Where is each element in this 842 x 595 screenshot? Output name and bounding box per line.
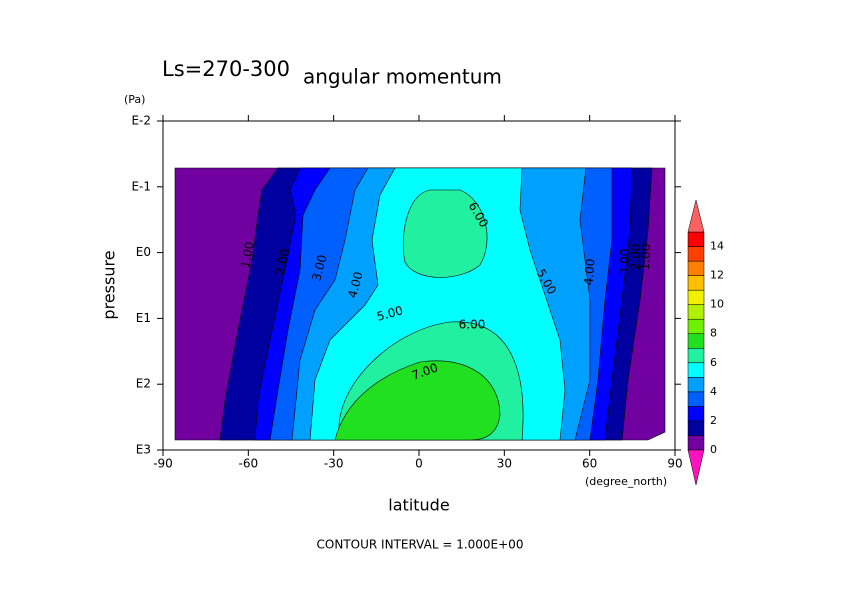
contour-label: 2.00 [273,247,292,276]
contour-fills [174,167,666,441]
colorbar-tick-label: 12 [710,269,724,282]
colorbar-box [687,435,705,451]
colorbar-box [687,333,705,349]
colorbar-box [687,420,705,436]
colorbar-tick-label: 4 [710,385,717,398]
contour-label: 4.00 [345,270,365,299]
colorbar-box [687,391,705,407]
colorbar-box [687,348,705,364]
y-tick-label: E1 [136,311,151,325]
y-tick-label: E0 [136,245,151,259]
subtitle: Ls=270-300 [162,57,290,81]
footer: CONTOUR INTERVAL = 1.000E+00 [317,538,524,552]
x-tick-label: 0 [415,457,423,471]
colorbar-under [687,449,705,486]
x-tick-label: 90 [667,457,682,471]
contour-label: 3.00 [309,253,329,282]
y-tick-label: E2 [136,377,151,391]
y-tick-label: E3 [136,443,151,457]
colorbar-box [687,260,705,276]
colorbar-box [687,406,705,422]
y-axis-label: pressure [100,250,119,319]
contour-label: 2.00 [628,243,643,270]
colorbar-tick-label: 10 [710,298,724,311]
colorbar-tick-label: 8 [710,327,717,340]
contour-label: 3.00 [617,248,632,275]
colorbar-over [687,199,705,233]
colorbar-box [687,289,705,305]
x-tick-label: 60 [582,457,597,471]
colorbar-box [687,377,705,393]
x-unit: (degree_north) [585,475,667,488]
contour-label: 1.00 [638,243,653,270]
colorbar-tick-label: 0 [710,443,717,456]
x-tick-label: -90 [153,457,173,471]
chart-title: angular momentum [303,65,502,89]
colorbar-box [687,362,705,378]
y-tick-label: E-1 [131,179,151,193]
contour-label: 6.00 [459,318,486,332]
colorbar-tick-label: 14 [710,240,724,253]
x-tick-label: 30 [497,457,512,471]
x-axis-label: latitude [388,496,449,515]
y-unit: (Pa) [124,93,145,106]
colorbar-box [687,275,705,291]
contour-region [334,360,501,441]
contour-label: 1.00 [238,241,256,270]
y-tick-label: E-2 [131,114,151,128]
x-tick-label: -60 [239,457,259,471]
colorbar-tick-label: 6 [710,356,717,369]
colorbar-tick-label: 2 [710,414,717,427]
x-tick-label: -30 [324,457,344,471]
contour-label: 4.00 [581,258,597,286]
colorbar-box [687,318,705,334]
contour-label: 5.00 [375,303,404,323]
colorbar-box [687,231,705,247]
colorbar-box [687,246,705,262]
colorbar-box [687,304,705,320]
